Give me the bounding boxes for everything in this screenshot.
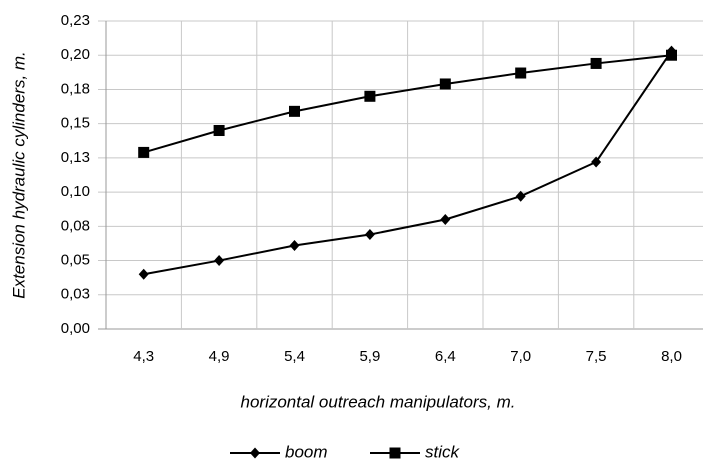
y-tick-label: 0,13: [61, 149, 90, 166]
y-tick-label: 0,18: [61, 80, 90, 97]
y-tick-label: 0,23: [61, 12, 90, 29]
marker: [289, 105, 300, 117]
y-tick-label: 0,03: [61, 286, 90, 303]
marker: [214, 255, 225, 267]
y-axis-label: Extension hydraulic cylinders, m.: [9, 51, 28, 299]
x-tick-label: 5,4: [284, 348, 305, 365]
y-tick-label: 0,00: [61, 320, 90, 337]
marker: [289, 239, 300, 251]
y-tick-label: 0,05: [61, 252, 90, 269]
marker: [213, 125, 225, 137]
marker: [364, 90, 376, 102]
marker: [389, 447, 401, 459]
marker: [250, 447, 260, 459]
legend-label: stick: [425, 442, 461, 461]
marker: [138, 268, 149, 280]
y-tick-label: 0,20: [61, 46, 90, 63]
x-axis-label: horizontal outreach manipulators, m.: [241, 392, 516, 411]
marker: [364, 229, 375, 241]
y-tick-label: 0,10: [61, 183, 90, 200]
legend-label: boom: [285, 442, 328, 461]
x-tick-label: 7,5: [586, 348, 607, 365]
y-tick-label: 0,08: [61, 217, 90, 234]
marker: [138, 146, 150, 158]
marker: [591, 156, 602, 168]
series-line: [143, 54, 672, 154]
marker: [515, 190, 526, 202]
x-tick-label: 7,0: [510, 348, 531, 365]
x-tick-label: 6,4: [435, 348, 456, 365]
marker: [590, 57, 602, 69]
x-tick-label: 5,9: [359, 348, 380, 365]
y-tick-label: 0,15: [61, 115, 90, 132]
marker: [439, 78, 451, 90]
marker: [440, 213, 451, 225]
marker: [515, 67, 527, 79]
series-line: [143, 50, 673, 276]
x-tick-label: 8,0: [661, 348, 682, 365]
x-tick-label: 4,9: [209, 348, 230, 365]
x-tick-label: 4,3: [133, 348, 154, 365]
marker: [666, 49, 677, 61]
